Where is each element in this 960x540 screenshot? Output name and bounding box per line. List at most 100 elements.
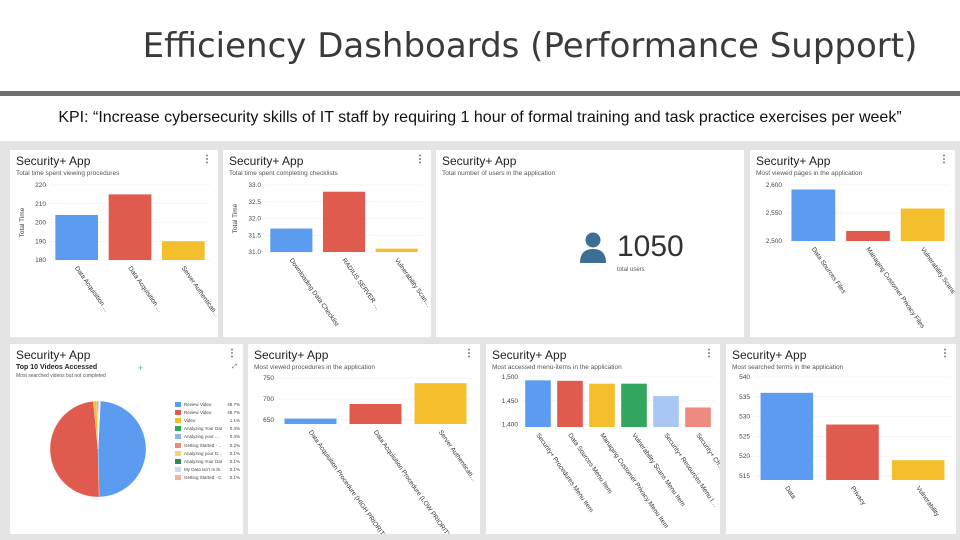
- pie-slice: [97, 400, 147, 498]
- more-menu-icon[interactable]: ⋮: [464, 348, 474, 359]
- legend-swatch: [175, 458, 181, 464]
- y-tick-label: 200: [35, 220, 46, 227]
- y-tick-label: 650: [263, 417, 274, 424]
- bar: [322, 191, 366, 252]
- y-tick-label: 180: [35, 257, 46, 264]
- y-tick-label: 700: [263, 396, 274, 403]
- legend-label: Analyzing your D…: [184, 450, 222, 456]
- legend-item[interactable]: My Data Isn't In th… 0.1%: [175, 466, 240, 474]
- legend-item[interactable]: Getting Started - C… 0.1%: [175, 474, 240, 482]
- x-tick-label: Server Authenticati…: [437, 429, 478, 483]
- card-title: Security+ App: [16, 348, 91, 362]
- more-menu-icon[interactable]: ⋮: [202, 154, 212, 165]
- bar-chart: 2,500 2,550 2,600 Data Sources Files Managin…: [766, 182, 955, 330]
- y-axis-label: Total Time: [19, 207, 26, 237]
- y-tick-label: 31.0: [248, 249, 261, 256]
- legend-item[interactable]: Analyzing your … 0.3%: [175, 433, 240, 441]
- legend-swatch: [175, 426, 181, 432]
- card-subtitle: Most viewed procedures in the applicatio…: [254, 364, 376, 371]
- y-tick-label: 750: [263, 375, 274, 382]
- user-count-label: total users: [617, 267, 645, 273]
- legend-swatch: [175, 442, 181, 448]
- legend-swatch: [175, 409, 181, 415]
- bar: [270, 228, 313, 252]
- card-subtitle: Most viewed pages in the application: [756, 170, 863, 177]
- card-subtitle: Top 10 Videos Accessed: [16, 364, 98, 371]
- card-checklist-time[interactable]: Security+ App Total time spent completin…: [223, 150, 431, 337]
- expand-icon[interactable]: ⤢: [232, 364, 237, 370]
- bar: [375, 248, 418, 252]
- legend-item[interactable]: Analyzing your D… 0.1%: [175, 449, 240, 457]
- pie-slice: [49, 401, 100, 498]
- bar: [349, 404, 402, 424]
- y-tick-label: 515: [739, 473, 750, 480]
- legend-label: Review Video: [184, 409, 212, 415]
- kpi-statement: KPI: “Increase cybersecurity skills of I…: [58, 109, 902, 126]
- bar: [685, 407, 711, 427]
- legend-item[interactable]: Review Video 48.7%: [175, 400, 240, 408]
- bar: [621, 383, 647, 427]
- legend-percent: 0.3%: [229, 426, 240, 432]
- y-tick-label: 220: [35, 182, 46, 189]
- legend-item[interactable]: Analyzing Your Dat… 0.3%: [175, 425, 240, 433]
- x-tick-label: Security+ Resources Menu I…: [662, 432, 718, 508]
- x-tick-label: Managing Customer Privacy Files: [864, 246, 926, 330]
- legend-percent: 0.3%: [229, 434, 240, 440]
- bar: [525, 380, 551, 427]
- more-menu-icon[interactable]: ⋮: [939, 154, 949, 165]
- y-tick-label: 32.0: [248, 216, 261, 223]
- x-tick-label: Server Authenticati…: [180, 265, 218, 319]
- legend-swatch: [175, 467, 181, 473]
- legend-item[interactable]: Analyzing Your Dat… 0.1%: [175, 457, 240, 465]
- card-menu-items[interactable]: Security+ App Most accessed menu-items i…: [486, 344, 720, 534]
- legend-percent: 0.1%: [229, 450, 240, 456]
- x-tick-label: Data Acquisition …: [73, 265, 110, 314]
- bar: [162, 241, 205, 260]
- legend-label: Getting Started - …: [184, 442, 222, 448]
- bar: [760, 392, 814, 480]
- card-subtitle: Total time spent viewing procedures: [16, 170, 120, 177]
- more-menu-icon[interactable]: ⋮: [940, 348, 950, 359]
- more-menu-icon[interactable]: ⋮: [227, 348, 237, 359]
- x-tick-label: Security+ Ch…: [694, 432, 720, 472]
- legend-label: My Data Isn't In th…: [184, 467, 222, 473]
- legend-item[interactable]: Video 1.1%: [175, 416, 240, 424]
- y-tick-label: 190: [35, 238, 46, 245]
- y-tick-label: 530: [739, 414, 750, 421]
- bar: [414, 383, 467, 424]
- bar: [108, 194, 152, 260]
- x-tick-label: Vulnerability Scan…: [393, 257, 431, 309]
- legend-percent: 0.1%: [229, 458, 240, 464]
- legend-item[interactable]: Review Video 48.7%: [175, 408, 240, 416]
- card-subtitle: Most searched terms in the application: [732, 364, 844, 371]
- card-total-users[interactable]: Security+ App Total number of users in t…: [436, 150, 744, 337]
- user-icon: [580, 232, 606, 263]
- y-tick-label: 540: [739, 374, 750, 381]
- y-tick-label: 33.0: [248, 182, 261, 189]
- y-axis-label: Total Time: [232, 203, 239, 233]
- card-title: Security+ App: [732, 348, 807, 362]
- card-viewed-pages[interactable]: Security+ App Most viewed pages in the a…: [750, 150, 955, 337]
- y-tick-label: 210: [35, 201, 46, 208]
- pie-slice: [97, 400, 101, 450]
- legend-swatch: [175, 475, 181, 481]
- bar: [846, 230, 890, 241]
- card-procedure-time[interactable]: Security+ App Total time spent viewing p…: [10, 150, 218, 337]
- more-menu-icon[interactable]: ⋮: [415, 154, 425, 165]
- legend-label: Getting Started - C…: [184, 475, 222, 481]
- legend-label: Analyzing your …: [184, 434, 220, 440]
- card-subtitle: Total number of users in the application: [442, 170, 556, 177]
- add-icon[interactable]: +: [138, 363, 144, 373]
- y-tick-label: 1,450: [502, 398, 519, 405]
- x-tick-label: Managing Customer Privacy Menu Item: [598, 432, 669, 530]
- card-viewed-procedures[interactable]: Security+ App Most viewed procedures in …: [248, 344, 480, 534]
- bar: [653, 396, 679, 427]
- card-searched-terms[interactable]: Security+ App Most searched terms in the…: [726, 344, 956, 534]
- legend-item[interactable]: Getting Started - … 0.2%: [175, 441, 240, 449]
- card-subtitle-secondary: Most searched videos but not completed: [16, 373, 106, 379]
- y-tick-label: 1,500: [502, 374, 519, 381]
- card-top-videos[interactable]: Security+ App Top 10 Videos Accessed Mos…: [10, 344, 243, 534]
- more-menu-icon[interactable]: ⋮: [704, 348, 714, 359]
- x-tick-label: Vulnerability Scans: [919, 246, 955, 296]
- x-tick-label: Vulnerability: [915, 485, 941, 518]
